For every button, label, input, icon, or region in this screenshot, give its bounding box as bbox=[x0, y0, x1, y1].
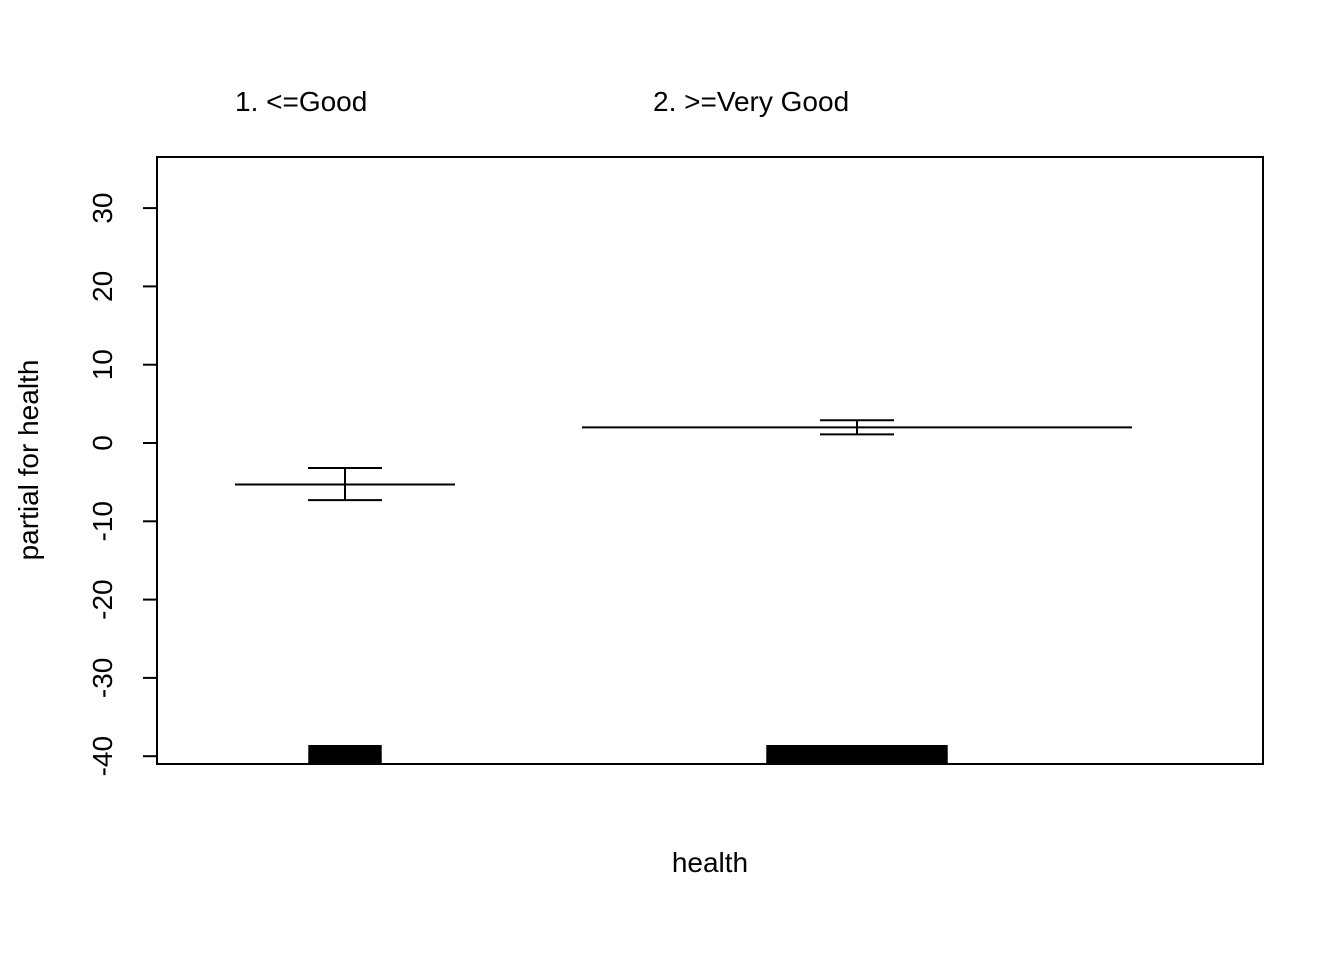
plot-frame bbox=[156, 156, 1264, 765]
y-tick-label-0: -40 bbox=[87, 736, 118, 776]
y-tick-label-7: 30 bbox=[87, 193, 118, 224]
y-tick-label-5: 10 bbox=[87, 349, 118, 380]
rug-bar-1 bbox=[766, 745, 948, 763]
category-labels: 1. <=Good 2. >=Very Good bbox=[235, 86, 849, 117]
y-axis: -40 -30 -20 -10 0 10 20 30 bbox=[87, 193, 157, 776]
y-tick-label-2: -20 bbox=[87, 579, 118, 619]
y-tick-label-4: 0 bbox=[87, 435, 118, 451]
y-tick-label-6: 20 bbox=[87, 271, 118, 302]
rug-bar-0 bbox=[308, 745, 382, 763]
y-axis-title: partial for health bbox=[13, 360, 44, 561]
y-tick-label-1: -30 bbox=[87, 658, 118, 698]
chart-marks bbox=[235, 419, 1132, 763]
category-label-0: 1. <=Good bbox=[235, 86, 367, 117]
x-axis-title: health bbox=[672, 847, 748, 878]
y-tick-label-3: -10 bbox=[87, 501, 118, 541]
category-label-1: 2. >=Very Good bbox=[653, 86, 849, 117]
